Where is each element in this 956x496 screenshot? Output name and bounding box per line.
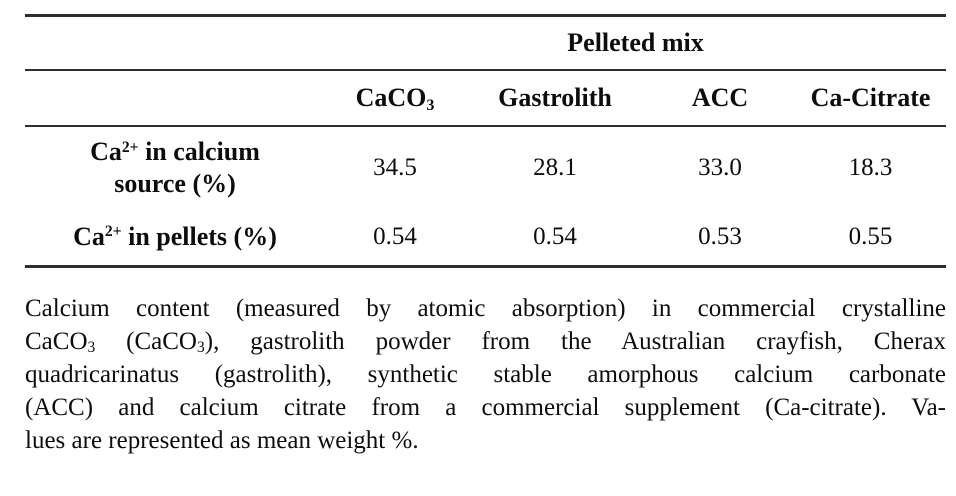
value-cell: 34.5 — [373, 154, 417, 181]
column-header-ca-citrate: Ca-Citrate — [810, 83, 931, 112]
row-label-lines: Ca2+ in calcium source (%) — [25, 136, 325, 199]
value-cell: 0.55 — [848, 223, 893, 250]
table-row: Ca2+ in pellets (%) 0.54 0.54 0.53 0.55 — [25, 209, 946, 267]
value-cell: 0.53 — [698, 223, 742, 250]
caption-line: CaCO3 (CaCO3), gastrolith powder from th… — [25, 328, 947, 357]
column-header-gastrolith: Gastrolith — [498, 83, 612, 112]
column-header-caco3: CaCO3 — [355, 83, 435, 114]
table-row: Ca2+ in calcium source (%) 34.5 28.1 33.… — [25, 126, 946, 209]
row-label-calcium-pellets: Ca2+ in pellets (%) — [73, 222, 277, 251]
value-cell: 18.3 — [848, 154, 893, 181]
column-header-row: CaCO3 Gastrolith ACC Ca-Citrate — [25, 70, 946, 126]
caption-line: Calcium content (measured by atomic abso… — [25, 295, 946, 322]
caption-line: (ACC) and calcium citrate from a commerc… — [25, 394, 946, 421]
caption-line: lues are represented as mean weight %. — [25, 427, 419, 454]
caption-line: quadricarinatus (gastrolith), synthetic … — [25, 361, 946, 388]
stub-cell — [25, 16, 325, 71]
column-header-acc: ACC — [691, 83, 749, 112]
value-cell: 33.0 — [698, 154, 742, 181]
calcium-content-table: Pelleted mix CaCO3 Gastrolith ACC Ca-Cit… — [25, 14, 946, 268]
value-cell: 0.54 — [533, 223, 577, 250]
row-label-calcium-source: Ca2+ in calcium source (%) — [25, 126, 325, 209]
value-cell: 0.54 — [373, 223, 417, 250]
stub-cell — [25, 70, 325, 126]
row-label-line: Ca2+ in calcium — [90, 137, 260, 167]
value-cell: 28.1 — [533, 154, 577, 181]
group-header-row: Pelleted mix — [25, 16, 946, 71]
row-label-line: source (%) — [114, 169, 236, 198]
table-caption: Calcium content (measured by atomic abso… — [25, 292, 946, 457]
group-header: Pelleted mix — [567, 28, 704, 57]
